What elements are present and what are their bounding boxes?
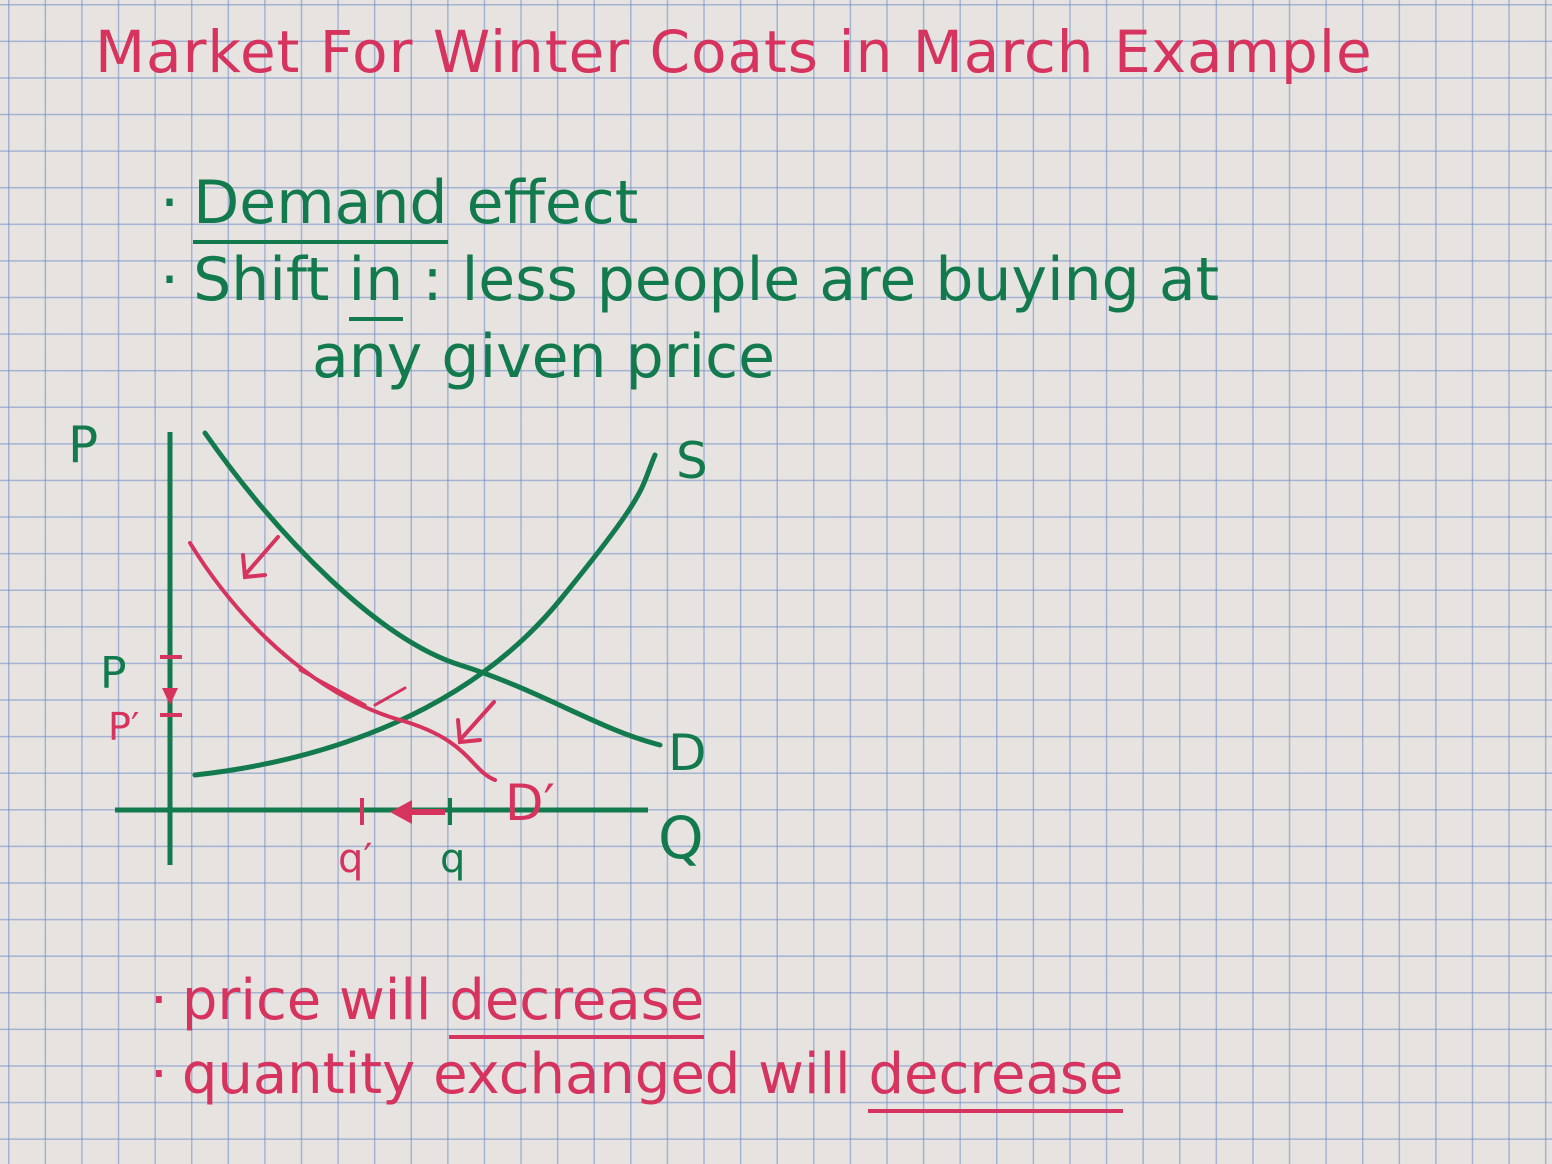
price-decrease-word: decrease: [449, 968, 705, 1039]
demand-curve: [202, 430, 663, 748]
price-down-arrow-icon: [162, 688, 178, 705]
bullet-dot: ·: [160, 168, 180, 238]
shift-rest: : less people are buying at: [422, 245, 1220, 315]
shift-in-word: in: [348, 245, 404, 321]
quantity-decrease-word: decrease: [868, 1042, 1124, 1113]
quantity-axis-label: Q: [658, 804, 704, 872]
supply-label: S: [676, 432, 708, 490]
bullet-dot: ·: [150, 1042, 168, 1107]
price-label: P: [100, 648, 127, 699]
bullet-demand-effect: · Demand effect: [160, 168, 639, 244]
quantity-left-arrow-icon: [390, 800, 412, 824]
supply-curve: [192, 452, 658, 778]
demand-effect-text: effect: [466, 168, 639, 238]
quantity-label: q: [440, 836, 465, 882]
bullet-shift-in: · Shift in : less people are buying at: [160, 245, 1220, 321]
new-quantity-label: q′: [338, 836, 372, 882]
bullet-dot: ·: [150, 968, 168, 1033]
new-demand-label: D′: [505, 774, 555, 832]
equilibrium-arrow-icon: [298, 668, 407, 707]
shift-arrow-icon: [241, 535, 280, 580]
demand-label: D: [668, 724, 707, 782]
page-title: Market For Winter Coats in March Example: [95, 18, 1373, 86]
demand-heading: Demand: [193, 168, 448, 244]
new-price-label: P′: [108, 705, 140, 749]
price-text: price will: [181, 968, 432, 1033]
bullet-price-decrease: · price will decrease: [150, 968, 705, 1039]
bullet-quantity-decrease: · quantity exchanged will decrease: [150, 1042, 1124, 1113]
price-axis-label: P: [68, 416, 98, 474]
bullet-dot: ·: [160, 245, 180, 315]
quantity-text: quantity exchanged will: [181, 1042, 851, 1107]
shift-continuation: any given price: [312, 322, 775, 392]
new-demand-curve: [188, 541, 497, 782]
shift-arrow-icon: [456, 700, 496, 745]
shift-prefix: Shift: [193, 245, 330, 315]
